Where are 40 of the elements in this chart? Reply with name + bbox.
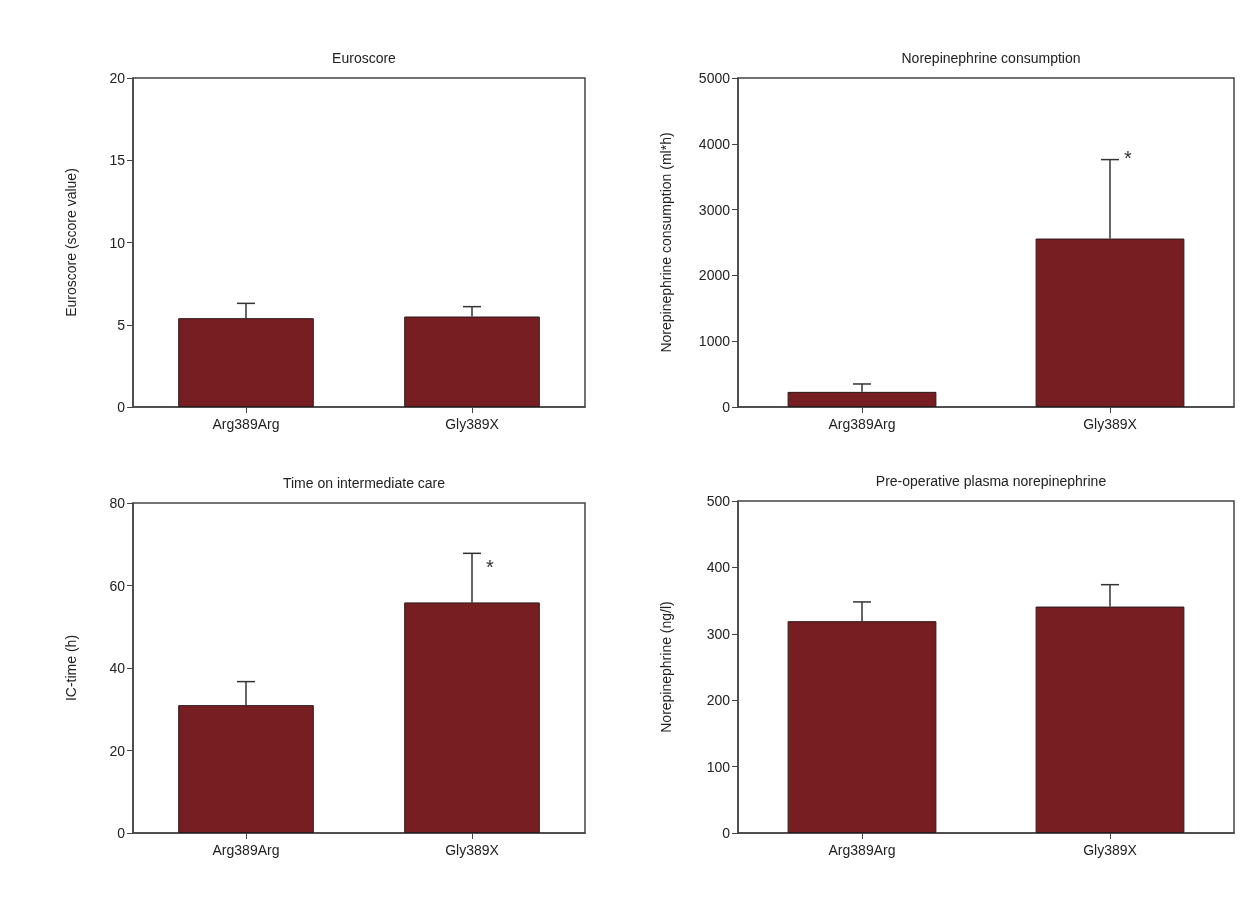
y-tick-label: 60 [109, 577, 126, 594]
y-axis-title: Euroscore (score value) [63, 168, 79, 317]
y-axis-title: Norepinephrine (ng/l) [658, 601, 674, 733]
y-tick-label: 20 [109, 70, 126, 86]
y-tick-label: 10 [109, 234, 126, 251]
chart-title: Time on intermediate care [282, 475, 446, 491]
y-tick-label: 4000 [698, 135, 731, 152]
chart-title: Euroscore [332, 50, 397, 66]
y-tick-label: 0 [722, 825, 731, 841]
y-tick-label: 5 [117, 316, 126, 333]
y-tick-label: 200 [706, 692, 731, 709]
x-tick-label: Arg389Arg [212, 842, 280, 858]
x-tick-label: Arg389Arg [828, 842, 896, 858]
x-tick-label: Gly389X [445, 842, 500, 858]
chart-title: Norepinephrine consumption [901, 50, 1081, 66]
y-tick-label: 0 [117, 825, 126, 841]
y-tick-label: 1000 [698, 333, 731, 350]
y-tick-label: 3000 [698, 201, 731, 218]
y-tick-label: 20 [109, 742, 126, 759]
y-tick-label: 2000 [698, 267, 731, 284]
y-axis-title: IC-time (h) [63, 634, 79, 702]
x-tick-label: Gly389X [445, 416, 500, 432]
x-tick-label: Gly389X [1083, 416, 1138, 432]
y-tick-label: 0 [722, 399, 731, 415]
y-tick-label: 15 [109, 152, 126, 169]
x-tick-label: Gly389X [1083, 842, 1138, 858]
x-tick-label: Arg389Arg [212, 416, 280, 432]
y-axis-title: Norepinephrine consumption (ml*h) [658, 132, 674, 353]
y-tick-label: 5000 [698, 70, 731, 86]
annotation: * [1124, 146, 1132, 169]
chart-title: Pre-operative plasma norepinephrine [875, 473, 1107, 489]
y-tick-label: 0 [117, 399, 126, 415]
y-tick-label: 80 [109, 495, 126, 511]
y-tick-label: 100 [706, 758, 731, 775]
y-tick-label: 300 [706, 625, 731, 642]
y-tick-label: 40 [109, 660, 126, 676]
y-tick-label: 400 [706, 559, 731, 576]
x-tick-label: Arg389Arg [828, 416, 896, 432]
y-tick-label: 500 [706, 493, 731, 509]
annotation: * [486, 556, 494, 578]
